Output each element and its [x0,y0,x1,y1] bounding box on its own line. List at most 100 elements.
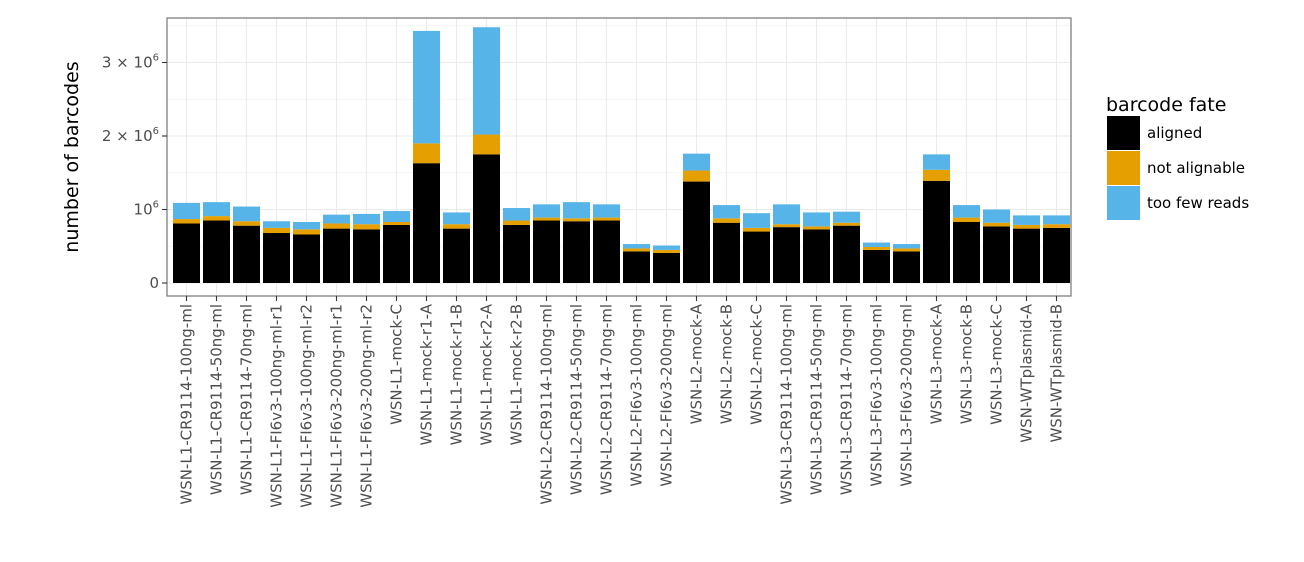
bar-segment-aligned [683,181,710,283]
bar-segment-aligned [593,220,620,283]
legend-label: too few reads [1147,194,1249,212]
bar-segment-too-few-reads [923,154,950,170]
bar-segment-not-alignable [383,221,410,225]
y-axis-title: number of barcodes [61,61,83,252]
bar-segment-not-alignable [1013,224,1040,229]
x-tick-label: WSN-L3-FI6v3-200ng-ml [898,304,916,487]
x-tick-label: WSN-L3-CR9114-50ng-ml [808,304,826,495]
x-tick-label: WSN-L1-CR9114-100ng-ml [178,304,196,505]
bar-stack [1043,215,1070,283]
bar-segment-aligned [473,154,500,283]
panel-border [166,17,1072,297]
bar-stack [263,221,290,283]
bar-segment-too-few-reads [1013,215,1040,225]
x-tick-label: WSN-L3-mock-A [928,303,946,424]
bar-stack [623,244,650,283]
bar-segment-aligned [863,249,890,283]
bar-stack [803,212,830,283]
bar-segment-too-few-reads [293,221,320,230]
y-tick-label: 0 [149,274,159,292]
bar-segment-too-few-reads [473,27,500,135]
bar-segment-not-alignable [863,246,890,250]
y-tick-label: 3 × 106 [102,53,159,72]
bar-segment-aligned [293,234,320,283]
y-tick-label: 106 [134,200,159,219]
bar-segment-not-alignable [893,248,920,252]
bar-segment-aligned [443,228,470,283]
legend-title: barcode fate [1106,94,1226,116]
legend: barcode fate aligned not alignable too few… [1106,94,1249,220]
bar-segment-aligned [533,220,560,283]
bar-stack [983,209,1010,283]
bar-segment-too-few-reads [833,211,860,223]
legend-key-not-alignable [1107,151,1140,185]
bar-segment-not-alignable [623,248,650,252]
bar-segment-not-alignable [473,134,500,155]
bar-segment-not-alignable [743,227,770,232]
legend-label: not alignable [1147,159,1245,177]
bar-segment-aligned [563,221,590,283]
bar-stack [563,202,590,283]
bar-segment-too-few-reads [683,153,710,171]
bar-segment-too-few-reads [653,245,680,250]
x-tick-label: WSN-L1-FI6v3-100ng-ml-r2 [298,304,316,508]
x-tick-label: WSN-L1-mock-r1-A [418,303,436,445]
legend-items: aligned not alignable too few reads [1107,116,1249,220]
bar-segment-not-alignable [683,170,710,182]
x-tick-label: WSN-L1-CR9114-70ng-ml [238,304,256,495]
x-tick-label: WSN-L3-mock-B [958,304,976,424]
bar-stack [533,204,560,283]
y-tick-label: 2 × 106 [102,126,159,145]
bar-segment-not-alignable [503,220,530,225]
bar-stack [353,213,380,283]
bar-segment-aligned [383,224,410,283]
bar-segment-too-few-reads [203,202,230,217]
bar-stack [203,202,230,283]
x-tick-label: WSN-L2-mock-C [748,304,766,425]
bar-segment-too-few-reads [623,244,650,249]
bar-segment-too-few-reads [503,208,530,221]
bar-segment-not-alignable [803,226,830,230]
bar-stack [323,214,350,283]
bar-segment-too-few-reads [233,206,260,222]
x-tick-label: WSN-WTplasmid-A [1018,303,1036,442]
bar-segment-too-few-reads [953,205,980,218]
x-tick-label: WSN-L1-mock-r2-A [478,303,496,445]
bar-segment-not-alignable [413,143,440,164]
bar-segment-too-few-reads [353,213,380,225]
bar-segment-not-alignable [293,229,320,235]
bar-segment-too-few-reads [173,202,200,220]
bar-stack [653,245,680,283]
bar-segment-not-alignable [653,249,680,253]
bar-segment-aligned [263,233,290,283]
bar-stack [923,154,950,283]
bar-segment-too-few-reads [773,204,800,225]
bar-stack [503,208,530,283]
bar-stack [953,205,980,283]
bar-segment-too-few-reads [443,212,470,225]
bar-segment-too-few-reads [533,204,560,218]
x-tick-label: WSN-L2-CR9114-50ng-ml [568,304,586,495]
bar-segment-too-few-reads [593,204,620,218]
bar-segment-not-alignable [323,223,350,229]
bar-segment-not-alignable [563,218,590,222]
bar-segment-aligned [743,231,770,283]
bar-segment-too-few-reads [713,205,740,219]
bar-segment-not-alignable [1043,224,1070,228]
bar-stack [683,153,710,283]
bar-stack [383,210,410,283]
bar-segment-too-few-reads [563,202,590,219]
bar-segment-not-alignable [713,218,740,223]
bar-segment-too-few-reads [743,213,770,228]
bar-segment-not-alignable [923,169,950,181]
bar-segment-too-few-reads [1043,215,1070,225]
bar-segment-not-alignable [833,222,860,226]
bar-segment-not-alignable [443,224,470,229]
bar-segment-aligned [803,229,830,283]
bar-segment-aligned [503,224,530,283]
bar-segment-aligned [233,225,260,283]
bar-segment-not-alignable [533,217,560,221]
bar-stack [233,206,260,283]
bar-segment-aligned [413,163,440,283]
